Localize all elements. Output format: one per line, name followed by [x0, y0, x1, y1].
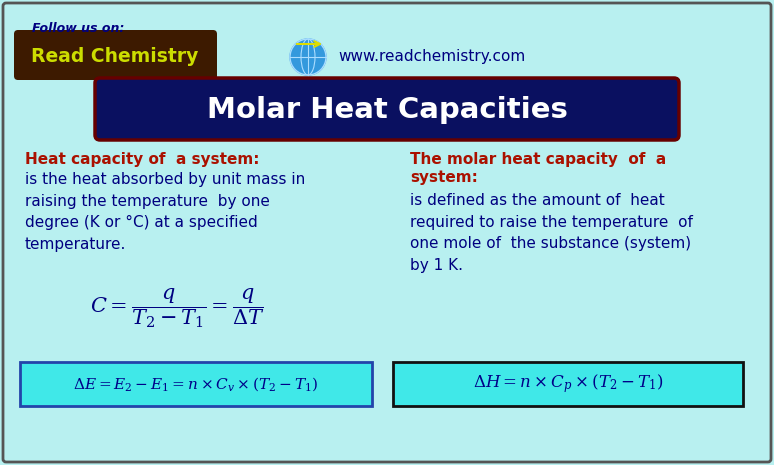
Text: Read Chemistry: Read Chemistry: [31, 46, 199, 66]
Circle shape: [290, 39, 326, 75]
FancyBboxPatch shape: [95, 78, 679, 140]
Text: is the heat absorbed by unit mass in
raising the temperature  by one
degree (K o: is the heat absorbed by unit mass in rai…: [25, 172, 305, 252]
Text: Follow us on:: Follow us on:: [32, 22, 125, 35]
Text: $\Delta H = n \times C_p \times (T_2 - T_1)$: $\Delta H = n \times C_p \times (T_2 - T…: [473, 372, 663, 395]
Text: $\Delta E = E_2 - E_1 = n \times C_v \times (T_2 - T_1)$: $\Delta E = E_2 - E_1 = n \times C_v \ti…: [74, 375, 319, 393]
Text: Molar Heat Capacities: Molar Heat Capacities: [207, 96, 567, 124]
FancyBboxPatch shape: [20, 362, 372, 406]
FancyBboxPatch shape: [14, 30, 217, 80]
Text: $C = \dfrac{q}{T_2 - T_1} = \dfrac{q}{\Delta T}$: $C = \dfrac{q}{T_2 - T_1} = \dfrac{q}{\D…: [90, 286, 265, 330]
FancyBboxPatch shape: [3, 3, 771, 462]
Text: The molar heat capacity  of  a: The molar heat capacity of a: [410, 152, 666, 167]
Text: is defined as the amount of  heat
required to raise the temperature  of
one mole: is defined as the amount of heat require…: [410, 193, 693, 273]
Text: Heat capacity of  a system:: Heat capacity of a system:: [25, 152, 259, 167]
Text: system:: system:: [410, 170, 478, 185]
FancyBboxPatch shape: [393, 362, 743, 406]
Text: www.readchemistry.com: www.readchemistry.com: [338, 49, 526, 65]
